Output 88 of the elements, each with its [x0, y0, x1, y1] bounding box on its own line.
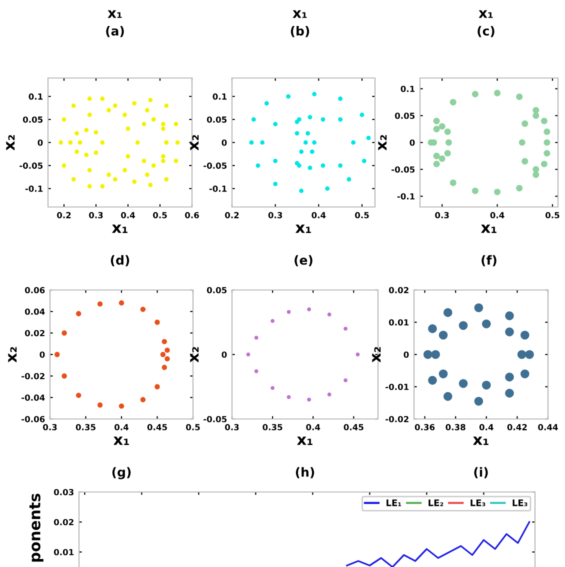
x-tick-label: 0.42 — [507, 424, 527, 430]
x-axis-title: x₁ — [112, 224, 128, 233]
text: x₁ — [478, 10, 493, 18]
x-tick-label: 0.5 — [153, 212, 167, 218]
x-axis-title: x₁ — [480, 224, 496, 233]
x-tick-label: 0.5 — [355, 212, 369, 218]
x-tick-label: 0.3 — [268, 212, 282, 218]
x-tick-label: 0.5 — [186, 424, 200, 430]
y-tick-label: 0.01 — [54, 548, 74, 556]
x-tick-label: 0.38 — [446, 424, 466, 430]
y-tick-label: 0 — [404, 351, 409, 358]
text: (e) — [294, 255, 312, 266]
y-tick-label: 0 — [222, 139, 227, 146]
y-tick-label: -0.04 — [22, 394, 45, 401]
text: (h) — [296, 467, 314, 478]
x-tick-label: 0.4 — [121, 212, 135, 218]
y-tick-label: -0.05 — [20, 162, 43, 169]
y-axis-title: x₂ — [8, 347, 17, 363]
y-tick-label: 0.05 — [394, 112, 415, 119]
text: (a) — [106, 26, 124, 38]
x-tick-label: 0.4 — [490, 212, 504, 218]
y-tick-label: 0.02 — [388, 286, 408, 294]
text: (i) — [474, 467, 488, 478]
legend-label: LE₂ — [428, 500, 444, 506]
x-tick-label: 0.3 — [43, 424, 57, 430]
y-tick-label: 0.04 — [24, 308, 45, 315]
y-axis-title: x₂ — [190, 135, 199, 151]
x-tick-label: 0.45 — [147, 424, 167, 430]
x-tick-label: 0.3 — [89, 212, 103, 218]
x-tick-label: 0.44 — [538, 424, 558, 430]
x-axis-title: x₁ — [295, 224, 311, 233]
x-axis-title: x₁ — [296, 436, 312, 445]
y-tick-label: 0 — [40, 351, 45, 358]
legend-label: LE₃ — [470, 500, 486, 506]
y-tick-label: 0.05 — [206, 286, 227, 294]
x-tick-label: 0.4 — [312, 212, 326, 218]
x-tick-label: 0.3 — [435, 212, 449, 218]
y-tick-label: 0.02 — [24, 330, 44, 336]
x-tick-label: 0.2 — [225, 212, 239, 218]
y-tick-label: 0 — [38, 139, 43, 146]
legend-label: LE₁ — [386, 500, 402, 506]
legend-label: LE₃ — [512, 500, 528, 506]
y-tick-label: 0 — [222, 351, 227, 358]
y-tick-label: -0.02 — [386, 416, 408, 422]
y-tick-label: 0.1 — [28, 93, 43, 100]
y-axis-title: ponents — [29, 494, 44, 562]
x-tick-label: 0.5 — [546, 212, 560, 218]
y-tick-label: 0.06 — [24, 286, 45, 294]
y-tick-label: -0.05 — [204, 416, 227, 422]
text: (d) — [110, 255, 130, 266]
y-axis-title: x₂ — [372, 347, 381, 363]
x-tick-label: 0.35 — [262, 424, 282, 430]
x-tick-label: 0.4 — [114, 424, 128, 430]
y-tick-label: -0.1 — [397, 193, 415, 200]
text: (f) — [482, 255, 496, 266]
x-tick-label: 0.3 — [225, 424, 239, 430]
y-axis-title: x₂ — [378, 135, 387, 151]
x-tick-label: 0.4 — [479, 424, 494, 430]
x-tick-label: 0.45 — [344, 424, 364, 430]
y-tick-label: 0.01 — [388, 319, 409, 326]
text: x₁ — [108, 10, 122, 18]
y-tick-label: 0.02 — [54, 518, 74, 526]
x-tick-label: 0.6 — [185, 212, 199, 218]
x-tick-label: 0.4 — [306, 424, 320, 430]
y-tick-label: -0.1 — [209, 186, 227, 192]
x-tick-label: 0.35 — [76, 424, 96, 430]
y-tick-label: 0.05 — [206, 116, 227, 123]
text: x₁ — [292, 10, 307, 18]
y-tick-label: -0.01 — [386, 384, 409, 390]
x-tick-label: 0.2 — [57, 212, 71, 218]
y-axis-title: x₂ — [6, 135, 15, 151]
y-tick-label: -0.05 — [392, 166, 415, 173]
x-axis-title: x₁ — [113, 436, 129, 445]
y-tick-label: -0.05 — [204, 162, 227, 169]
x-tick-label: 0.36 — [414, 424, 435, 430]
text: (c) — [478, 26, 494, 38]
y-tick-label: -0.1 — [25, 186, 43, 192]
y-axis-title: x₂ — [190, 347, 199, 363]
x-axis-title: x₁ — [472, 436, 488, 445]
y-tick-label: 0 — [410, 139, 415, 146]
text: (b) — [290, 26, 310, 38]
y-tick-label: 0.1 — [212, 93, 227, 100]
y-tick-label: -0.06 — [22, 416, 45, 422]
y-tick-label: 0.05 — [22, 116, 43, 123]
text: (g) — [112, 467, 131, 480]
y-tick-label: 0.1 — [400, 86, 415, 92]
y-tick-label: -0.02 — [22, 372, 44, 380]
y-tick-label: 0.03 — [54, 488, 74, 496]
